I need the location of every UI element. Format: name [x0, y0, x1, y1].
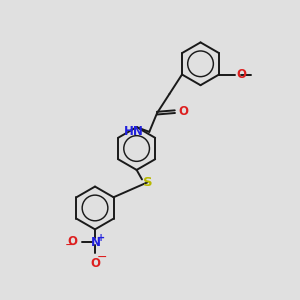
Text: O: O [178, 105, 188, 118]
Text: O: O [236, 68, 246, 81]
Text: +: + [98, 233, 106, 243]
Text: −: − [65, 239, 76, 252]
Text: O: O [68, 235, 77, 248]
Text: N: N [91, 236, 100, 249]
Text: S: S [143, 176, 153, 189]
Text: −: − [96, 251, 107, 264]
Text: O: O [90, 257, 100, 270]
Text: HN: HN [124, 125, 143, 138]
